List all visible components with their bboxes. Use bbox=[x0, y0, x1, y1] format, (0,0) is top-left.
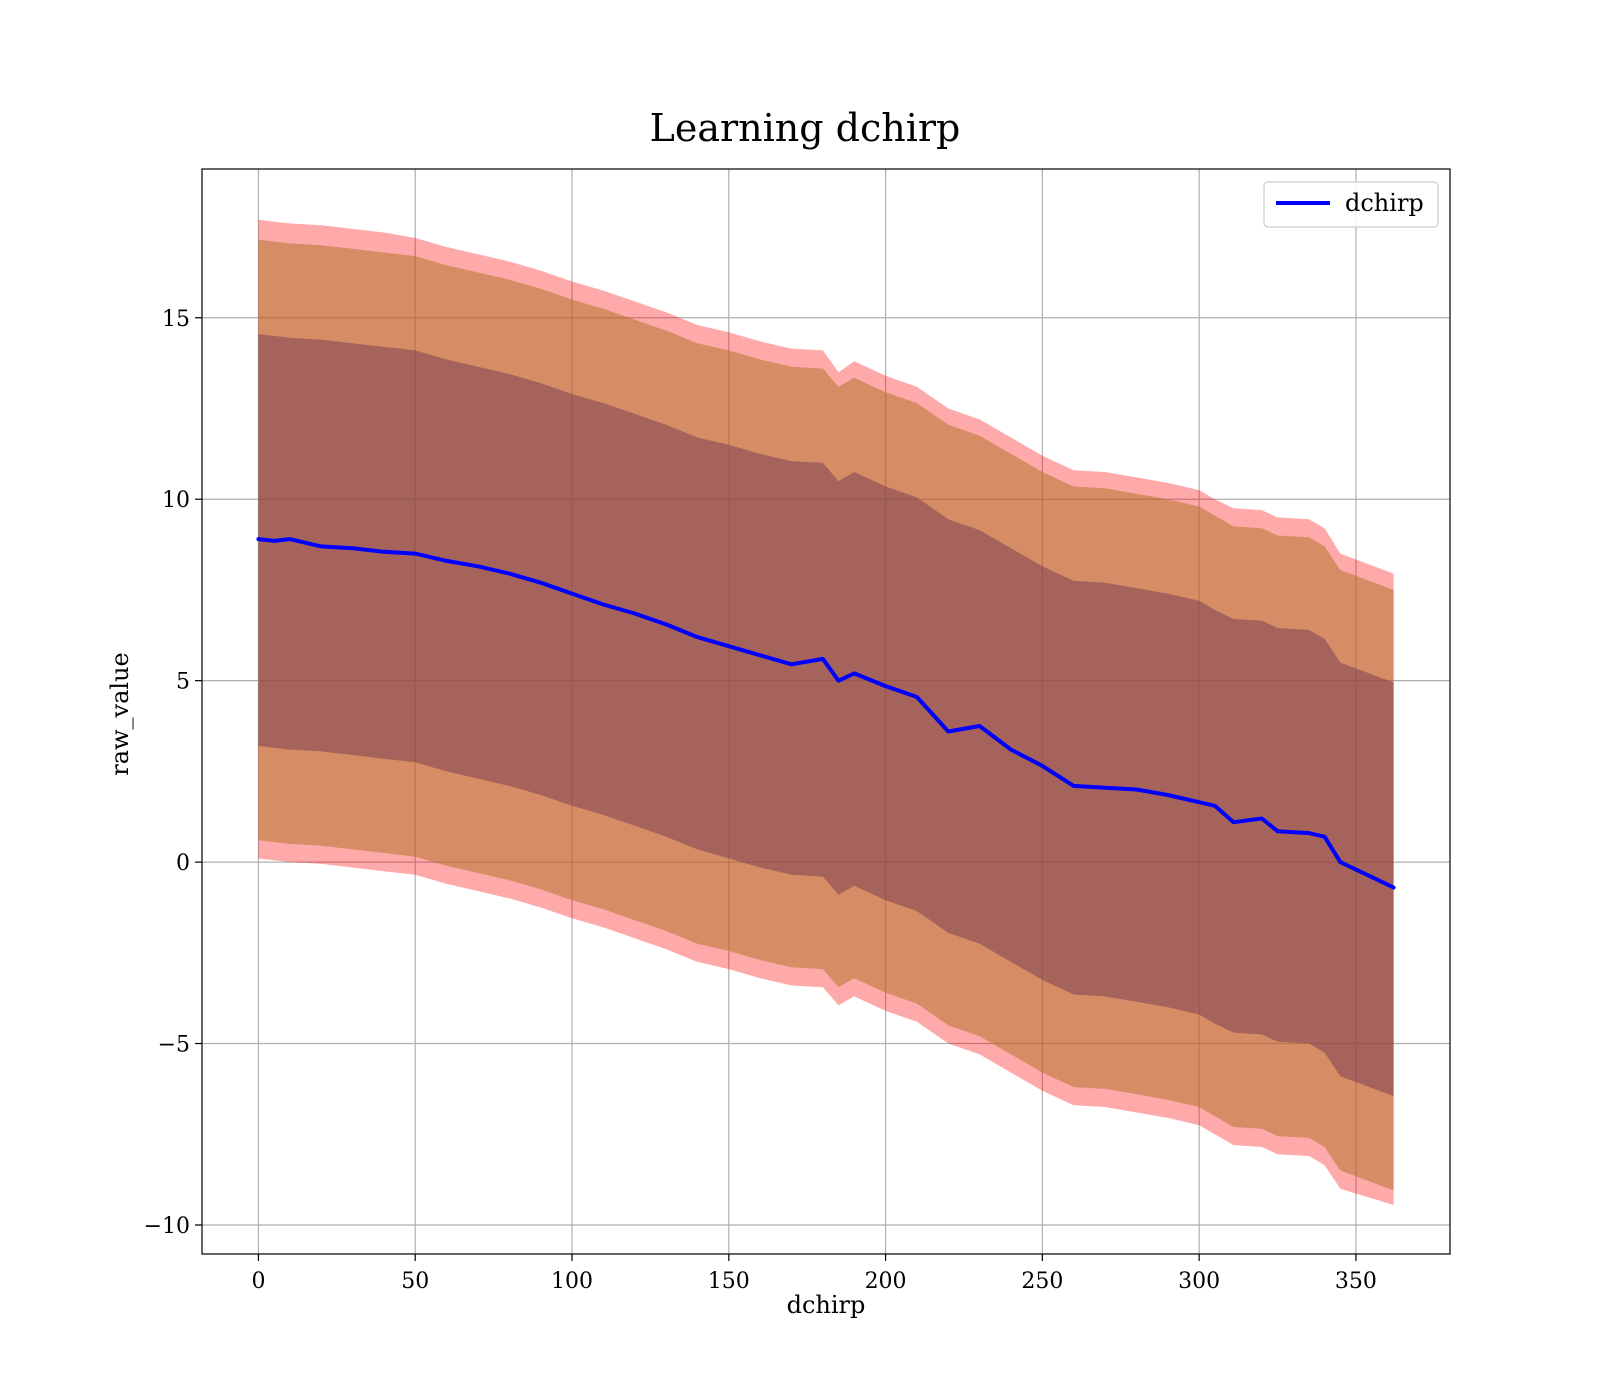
x-tick-label: 200 bbox=[865, 1269, 907, 1294]
plot-frame bbox=[201, 168, 1451, 1255]
legend-label-dchirp: dchirp bbox=[1345, 189, 1424, 217]
y-tick-label: −10 bbox=[144, 1214, 190, 1239]
chart-title: Learning dchirp bbox=[650, 106, 961, 150]
x-tick-label: 150 bbox=[708, 1269, 750, 1294]
y-tick-label: 5 bbox=[176, 670, 190, 695]
x-tick-label: 0 bbox=[251, 1269, 265, 1294]
x-tick-label: 300 bbox=[1178, 1269, 1220, 1294]
x-axis-ticks: 0 50 100 150 200 250 300 350 bbox=[251, 1254, 1377, 1294]
x-tick-label: 250 bbox=[1021, 1269, 1063, 1294]
y-tick-label: 10 bbox=[162, 488, 190, 513]
legend: dchirp bbox=[1263, 181, 1439, 228]
series-line-dchirp bbox=[256, 537, 1396, 890]
legend-box bbox=[1263, 181, 1439, 228]
y-tick-label: 15 bbox=[162, 307, 190, 332]
inner-band bbox=[258, 334, 1394, 1097]
y-axis-ticks: −10 −5 0 5 10 15 bbox=[144, 307, 202, 1239]
x-tick-label: 50 bbox=[401, 1269, 429, 1294]
y-axis-label: raw_value bbox=[106, 652, 134, 776]
y-tick-label: −5 bbox=[158, 1033, 190, 1058]
x-axis-label: dchirp bbox=[787, 1291, 866, 1319]
x-tick-label: 100 bbox=[551, 1269, 593, 1294]
y-tick-label: 0 bbox=[176, 851, 190, 876]
x-tick-label: 350 bbox=[1335, 1269, 1377, 1294]
data-lines bbox=[256, 537, 1396, 890]
confidence-bands bbox=[258, 219, 1394, 1206]
